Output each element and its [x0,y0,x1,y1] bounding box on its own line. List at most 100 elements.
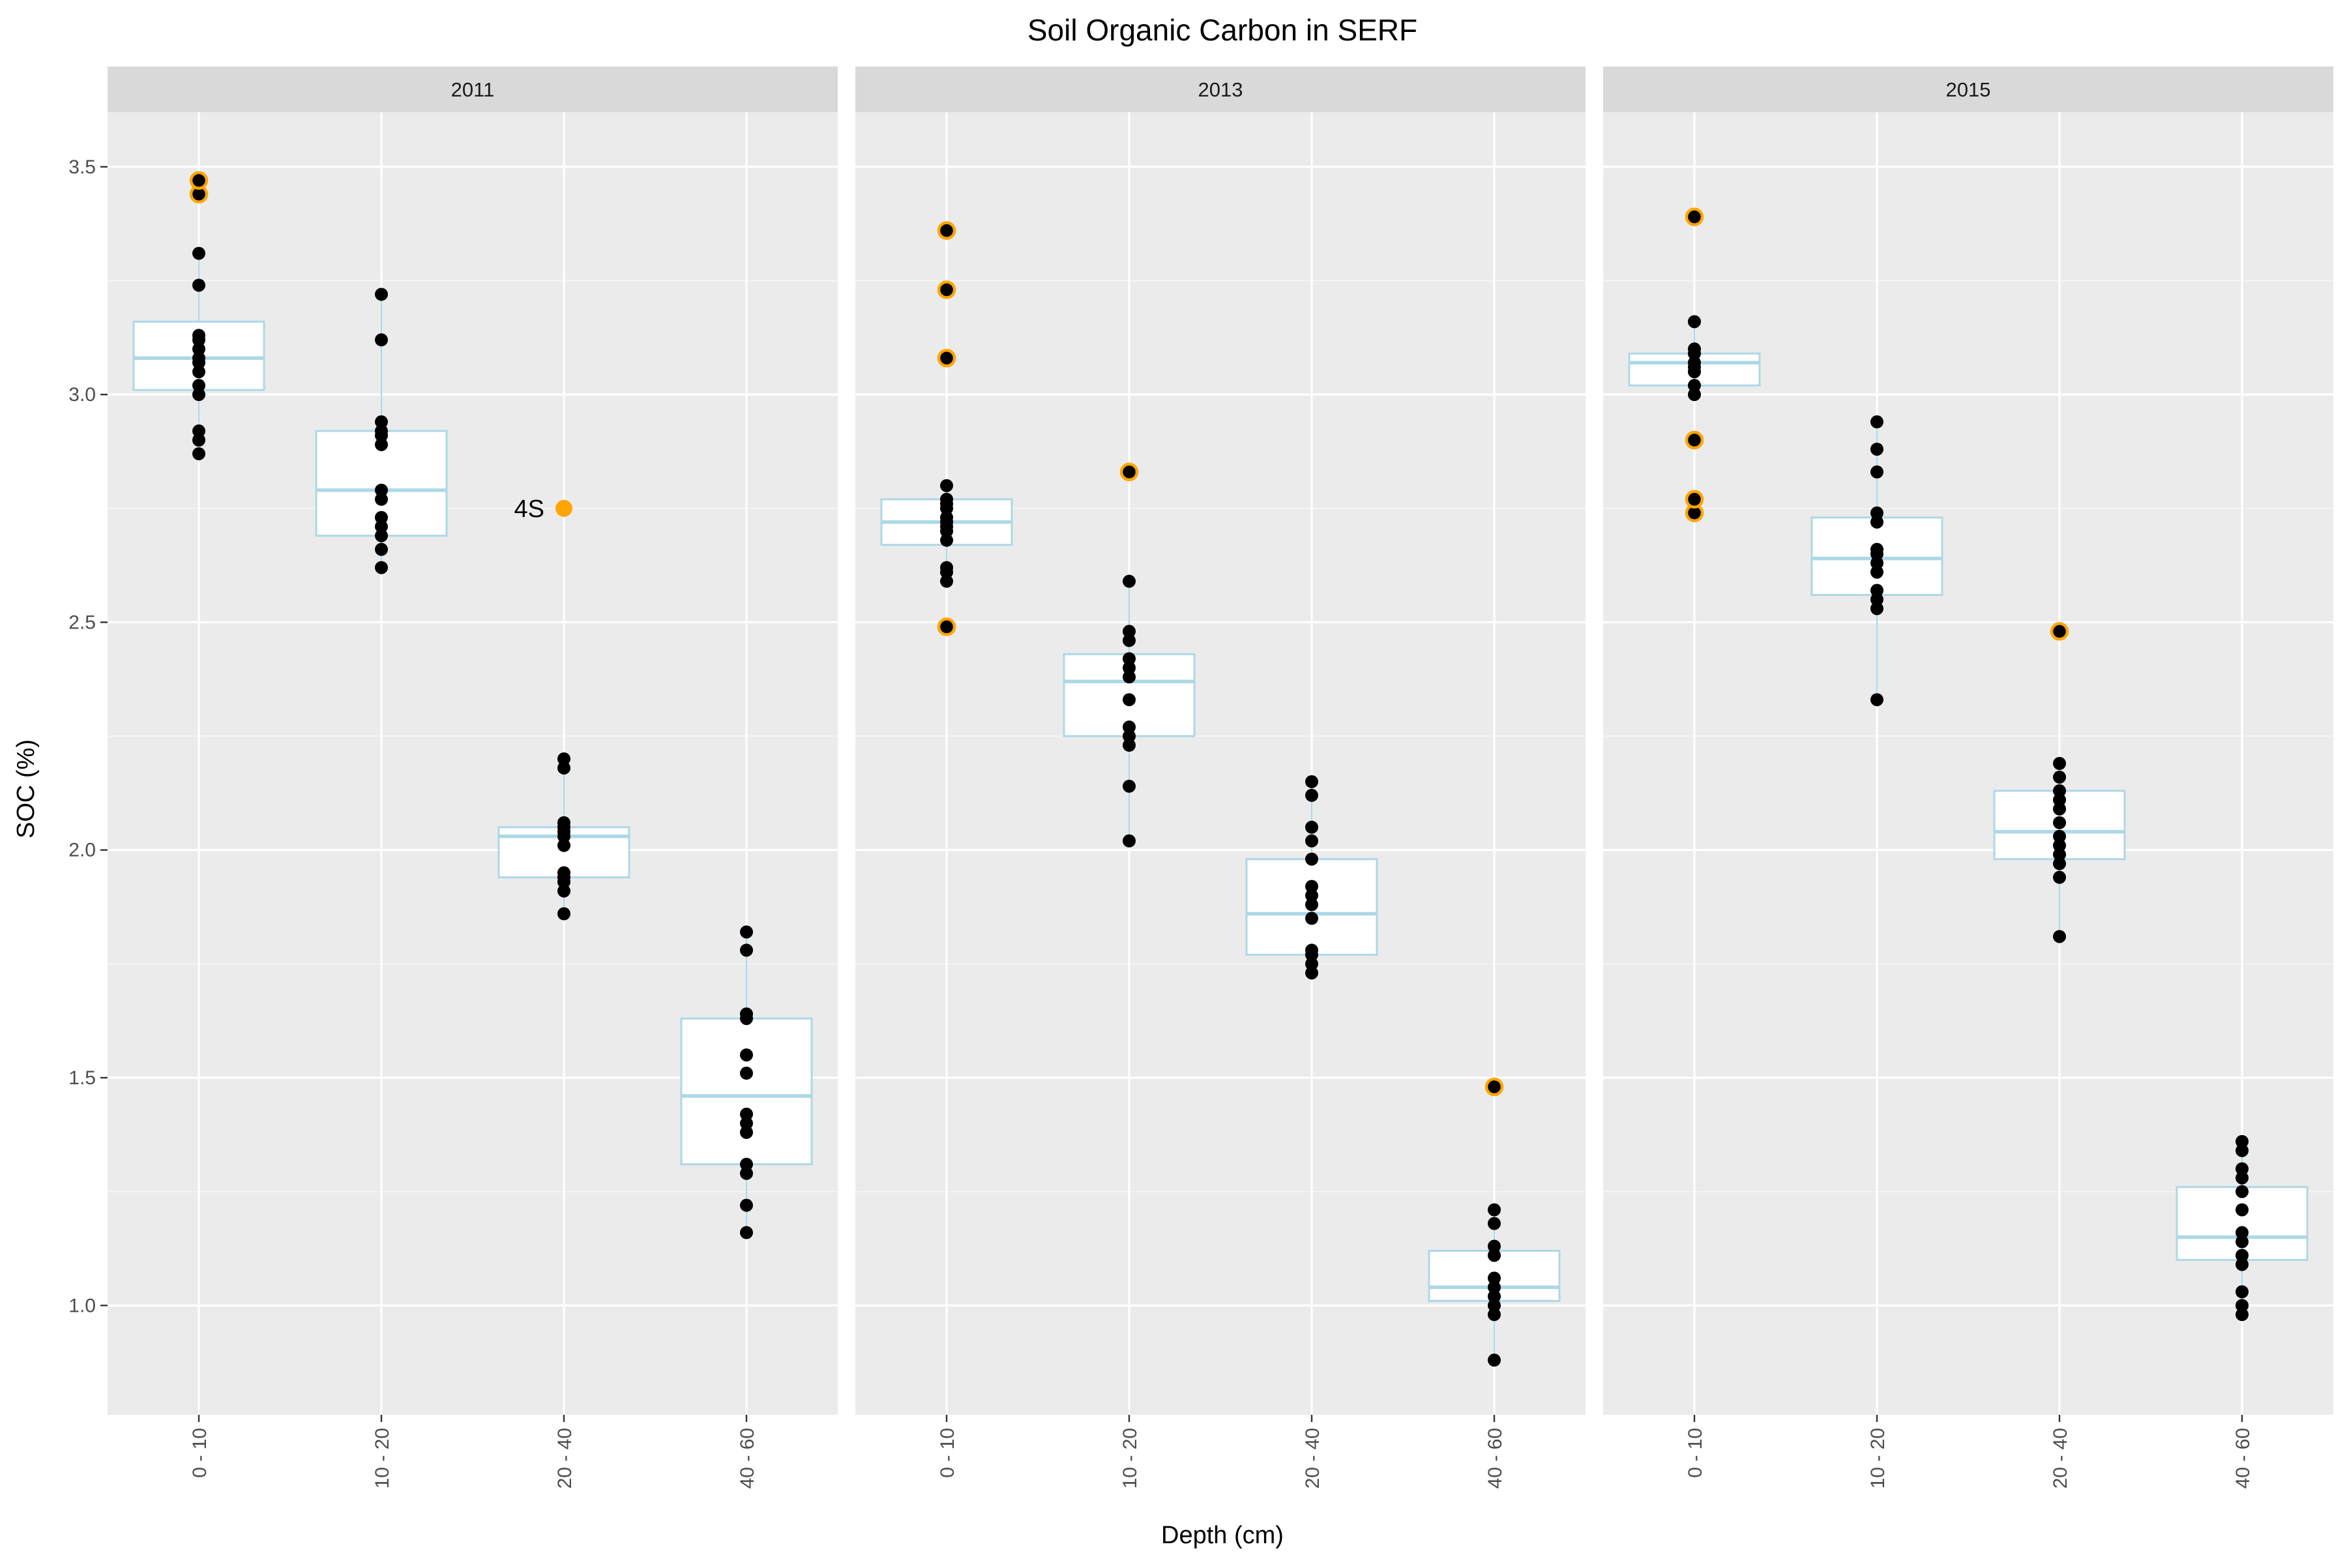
outlier-point [937,280,956,299]
data-point [1870,415,1883,429]
data-point [740,1125,753,1139]
data-point [740,925,753,939]
data-point [2053,793,2066,806]
outlier-point [1484,1077,1504,1097]
boxplot-20-40 [1245,775,1378,980]
data-point [1488,1299,1501,1312]
boxplot-0-10 [132,171,265,460]
data-point [1123,652,1136,666]
data-point [192,379,205,392]
data-point [557,761,570,775]
data-point [2236,1258,2249,1271]
data-point [940,479,953,492]
data-point [1688,342,1701,356]
data-point [1488,1290,1501,1303]
data-point [2053,857,2066,870]
data-point [2236,1235,2249,1249]
outlier-point [1685,430,1704,450]
data-point [375,529,388,542]
data-point [375,424,388,438]
outlier-point [937,348,956,368]
panel-background [855,112,1586,1415]
data-point [1305,898,1318,911]
boxplot-40-60 [1428,1077,1561,1367]
data-point [2053,829,2066,843]
facet-panel-2015: 2015 0 - 10 10 - 20 20 - 40 40 - 60 [1603,67,2333,1488]
data-point [1688,356,1701,370]
data-point [1870,556,1883,570]
data-point [557,907,570,921]
data-point [740,1116,753,1130]
x-tick-label: 20 - 40 [2050,1428,2071,1488]
data-point [375,542,388,556]
facet-strip-label: 2013 [1198,78,1243,101]
y-tick-label: 2.0 [68,840,96,861]
outlier-point [1119,462,1139,482]
data-point [1123,730,1136,743]
data-point [1305,943,1318,957]
data-point [1870,515,1883,529]
data-point [1488,1239,1501,1253]
data-point [1305,775,1318,788]
facet-strip [855,67,1586,112]
box-iqr [680,1017,813,1166]
data-point [740,1157,753,1171]
data-point [740,1107,753,1121]
data-point [375,520,388,533]
data-point [1870,693,1883,707]
outlier-point [2050,622,2069,641]
x-tick-label: 0 - 10 [937,1428,958,1478]
facet-strip [108,67,838,112]
x-tick-label: 10 - 20 [372,1428,393,1488]
data-point [1305,834,1318,848]
boxplot-10-20 [315,288,448,574]
data-point [192,388,205,402]
data-point [375,561,388,574]
point-annotation: 4S [514,496,544,523]
data-point [557,816,570,829]
data-point [192,433,205,447]
y-tick-label: 3.5 [68,156,96,178]
data-point [2053,870,2066,884]
data-point [1688,379,1701,392]
data-point [1123,739,1136,752]
boxplot-10-20 [1810,415,1943,707]
x-tick-label: 40 - 60 [1484,1428,1506,1488]
data-point [192,246,205,260]
data-point [2053,784,2066,797]
data-point [2236,1171,2249,1185]
y-tick-label: 3.0 [68,384,96,406]
data-point [2236,1285,2249,1299]
data-point [2053,757,2066,770]
data-point [740,1048,753,1062]
x-tick-label: 20 - 40 [1302,1428,1323,1488]
data-point [2236,1299,2249,1312]
data-point [1870,565,1883,579]
data-point [1305,966,1318,980]
facet-strip-label: 2015 [1946,78,1991,101]
data-point [1870,506,1883,520]
data-point [1870,602,1883,615]
data-point [2053,802,2066,816]
data-point [2236,1226,2249,1239]
data-point [1870,584,1883,597]
data-point [1488,1203,1501,1217]
panel-background [108,112,838,1415]
data-point [940,533,953,547]
data-point [557,752,570,766]
data-point [1488,1217,1501,1230]
boxplot-20-40: 4S [497,496,630,921]
x-tick-label: 10 - 20 [1119,1428,1141,1488]
data-point [740,1226,753,1239]
data-point [1688,315,1701,329]
data-point [1305,820,1318,834]
y-axis: 1.0 1.5 2.0 2.5 3.0 3.5 [68,156,108,1316]
data-point [2236,1185,2249,1198]
x-axis-title: Depth (cm) [1161,1522,1284,1549]
data-point [2236,1162,2249,1176]
outlier-point [189,171,209,190]
data-point [192,278,205,292]
facet-panels: 2011 0 - 10 10 - 20 20 - 40 40 - 60 4S 2013 0 -… [108,67,2333,1488]
